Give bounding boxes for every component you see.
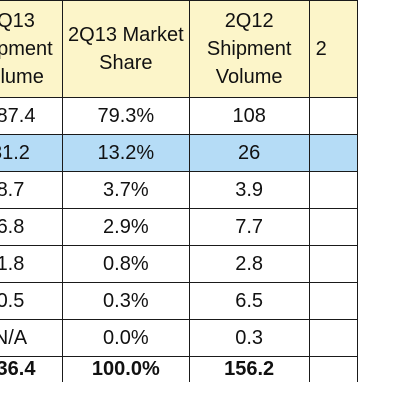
table-cell — [308, 208, 359, 246]
table-row: 187.4 79.3% 108 — [0, 97, 359, 135]
table-cell: 0.0% — [61, 319, 190, 357]
header-cut-column: 2 — [308, 0, 359, 98]
table-cell: 1.8 — [0, 245, 63, 283]
table-cell: 6.8 — [0, 208, 63, 246]
table-cell-total: 156.2 — [188, 356, 310, 382]
header-row: 2Q13 Shipment Volume 2Q13 Market Share 2… — [0, 0, 359, 98]
header-line: Shipment — [0, 38, 53, 60]
table-cell: 79.3% — [61, 97, 190, 135]
table-cell: 13.2% — [61, 134, 190, 172]
table-cell: 108 — [188, 97, 310, 135]
table-cell: 3.7% — [61, 171, 190, 209]
header-2q12-shipment-volume: 2Q12 Shipment Volume — [188, 0, 310, 98]
table-row: 1.8 0.8% 2.8 — [0, 245, 359, 283]
table-row: 8.7 3.7% 3.9 — [0, 171, 359, 209]
table-cell: N/A — [0, 319, 63, 357]
table-cell — [308, 134, 359, 172]
table-row: 0.5 0.3% 6.5 — [0, 282, 359, 320]
table-cell: 187.4 — [0, 97, 63, 135]
table-cell: 3.9 — [188, 171, 310, 209]
header-2q13-market-share: 2Q13 Market Share — [61, 0, 190, 98]
table-cell — [308, 97, 359, 135]
table-cell — [308, 282, 359, 320]
table-row: 6.8 2.9% 7.7 — [0, 208, 359, 246]
table-cell: 0.5 — [0, 282, 63, 320]
table-cell — [308, 245, 359, 283]
header-line: Volume — [215, 66, 283, 88]
table-row: N/A 0.0% 0.3 — [0, 319, 359, 357]
header-line: 2Q13 — [0, 10, 35, 32]
table-cell: 31.2 — [0, 134, 63, 172]
table-cell: 0.3% — [61, 282, 190, 320]
header-line: 2Q12 — [224, 10, 274, 32]
table-cell: 7.7 — [188, 208, 310, 246]
header-line: 2Q13 Market — [68, 24, 184, 46]
table-cell: 26 — [188, 134, 310, 172]
table-cell: 0.3 — [188, 319, 310, 357]
table-cell-total: 100.0% — [61, 356, 190, 382]
table-row-highlighted: 31.2 13.2% 26 — [0, 134, 359, 172]
table-cell-total — [308, 356, 359, 382]
table-cell: 2.9% — [61, 208, 190, 246]
header-2q13-shipment-volume: 2Q13 Shipment Volume — [0, 0, 63, 98]
header-line: 2 — [315, 38, 327, 60]
table-row-total: 236.4 100.0% 156.2 — [0, 356, 359, 382]
market-share-table: 2Q13 Shipment Volume 2Q13 Market Share 2… — [0, 0, 359, 382]
header-line: Shipment — [206, 38, 292, 60]
table-cell: 6.5 — [188, 282, 310, 320]
header-line: Volume — [0, 66, 44, 88]
header-line: Share — [99, 52, 153, 74]
table-cell — [308, 319, 359, 357]
table-cell: 2.8 — [188, 245, 310, 283]
table-cell: 0.8% — [61, 245, 190, 283]
table-cell-total: 236.4 — [0, 356, 63, 382]
table-cell: 8.7 — [0, 171, 63, 209]
table-cell — [308, 171, 359, 209]
